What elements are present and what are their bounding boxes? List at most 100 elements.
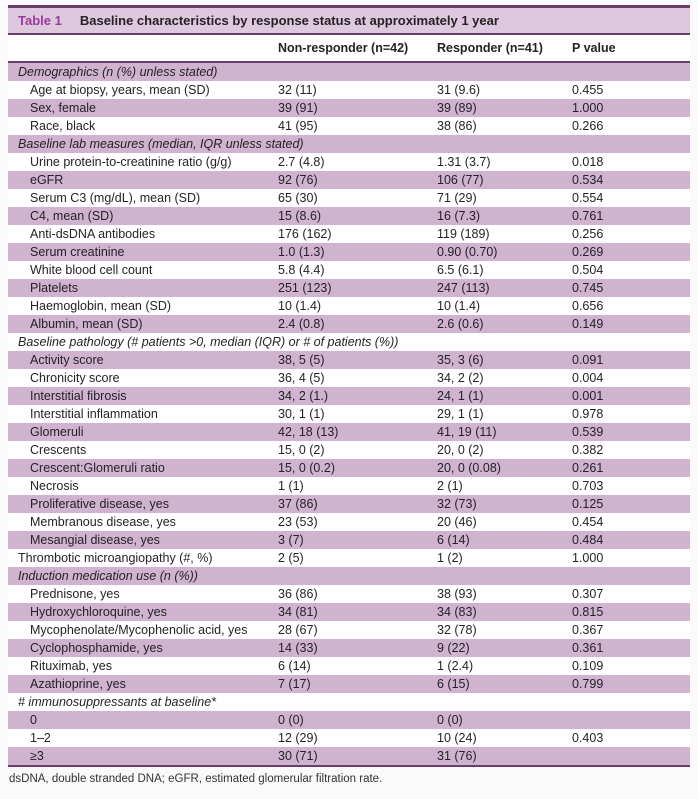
cell-p-value: 0.656: [572, 299, 604, 313]
table-number: Table 1: [18, 13, 62, 28]
row-label: Cyclophosphamide, yes: [30, 641, 163, 655]
row-label: C4, mean (SD): [30, 209, 114, 223]
row-label: Platelets: [30, 281, 78, 295]
table-row: Interstitial inflammation 30, 1 (1) 29, 1 …: [8, 405, 690, 423]
cell-p-value: 0.554: [572, 191, 604, 205]
cell-p-value: 0.761: [572, 209, 604, 223]
row-label: Prednisone, yes: [30, 587, 120, 601]
cell-non-responder: 1 (1): [278, 479, 304, 493]
cell-non-responder: 30 (71): [278, 749, 318, 763]
cell-responder: 0 (0): [437, 713, 463, 727]
cell-non-responder: 2.7 (4.8): [278, 155, 325, 169]
cell-responder: 1 (2.4): [437, 659, 474, 673]
cell-non-responder: 41 (95): [278, 119, 318, 133]
table-row: Interstitial fibrosis 34, 2 (1.) 24, 1 (1)…: [8, 387, 690, 405]
cell-non-responder: 32 (11): [278, 83, 317, 97]
row-label: Membranous disease, yes: [30, 515, 176, 529]
table-row: Membranous disease, yes 23 (53) 20 (46) 0.4…: [8, 513, 690, 531]
section-label: Baseline lab measures (median, IQR unles…: [18, 137, 304, 151]
cell-p-value: 0.799: [572, 677, 604, 691]
table-top-rule: [8, 5, 690, 8]
cell-responder: 6 (14): [437, 533, 470, 547]
table-row: Azathioprine, yes 7 (17) 6 (15) 0.799: [8, 675, 690, 693]
cell-non-responder: 0 (0): [278, 713, 304, 727]
table-row: 1–2 12 (29) 10 (24) 0.403: [8, 729, 690, 747]
cell-non-responder: 28 (67): [278, 623, 318, 637]
cell-p-value: 1.000: [572, 551, 604, 565]
cell-non-responder: 38, 5 (5): [278, 353, 325, 367]
cell-p-value: 0.815: [572, 605, 604, 619]
table-row: Crescents 15, 0 (2) 20, 0 (2) 0.382: [8, 441, 690, 459]
cell-p-value: 0.745: [572, 281, 604, 295]
cell-responder: 20 (46): [437, 515, 477, 529]
header-non-responder: Non-responder (n=42): [278, 35, 437, 63]
cell-p-value: 0.001: [572, 389, 604, 403]
cell-p-value: [572, 747, 690, 766]
row-label: eGFR: [30, 173, 64, 187]
table-row: Necrosis 1 (1) 2 (1) 0.703: [8, 477, 690, 495]
row-label: Rituximab, yes: [30, 659, 112, 673]
cell-non-responder: 34, 2 (1.): [278, 389, 329, 403]
cell-responder: 106 (77): [437, 173, 484, 187]
cell-non-responder: 3 (7): [278, 533, 304, 547]
cell-p-value: 0.382: [572, 443, 604, 457]
table-row: Rituximab, yes 6 (14) 1 (2.4) 0.109: [8, 657, 690, 675]
row-label: Necrosis: [30, 479, 79, 493]
cell-non-responder: 92 (76): [278, 173, 318, 187]
table-body: Demographics (n (%) unless stated) Age at…: [8, 62, 690, 766]
row-label: Age at biopsy, years, mean (SD): [30, 83, 210, 97]
table-row: Chronicity score 36, 4 (5) 34, 2 (2) 0.004: [8, 369, 690, 387]
cell-responder: 32 (73): [437, 497, 477, 511]
table-row: Hydroxychloroquine, yes 34 (81) 34 (83) 0.8…: [8, 603, 690, 621]
row-label: Glomeruli: [30, 425, 84, 439]
cell-p-value: 0.978: [572, 407, 604, 421]
cell-responder: 1 (2): [437, 551, 463, 565]
table-row: Prednisone, yes 36 (86) 38 (93) 0.307: [8, 585, 690, 603]
table-row: Platelets 251 (123) 247 (113) 0.745: [8, 279, 690, 297]
cell-responder: 29, 1 (1): [437, 407, 484, 421]
cell-p-value: 0.266: [572, 119, 604, 133]
cell-p-value: [572, 711, 690, 729]
table-row: Proliferative disease, yes 37 (86) 32 (73)…: [8, 495, 690, 513]
cell-non-responder: 23 (53): [278, 515, 318, 529]
row-label: ≥3: [30, 749, 44, 763]
cell-non-responder: 36 (86): [278, 587, 318, 601]
row-label: Proliferative disease, yes: [30, 497, 169, 511]
cell-responder: 31 (76): [437, 749, 477, 763]
cell-non-responder: 1.0 (1.3): [278, 245, 325, 259]
row-label: Hydroxychloroquine, yes: [30, 605, 167, 619]
row-label: Urine protein-to-creatinine ratio (g/g): [30, 155, 232, 169]
cell-non-responder: 30, 1 (1): [278, 407, 325, 421]
cell-responder: 38 (93): [437, 587, 477, 601]
cell-responder: 20, 0 (2): [437, 443, 484, 457]
section-label: # immunosuppressants at baseline*: [18, 695, 217, 709]
cell-non-responder: 42, 18 (13): [278, 425, 339, 439]
cell-non-responder: 36, 4 (5): [278, 371, 325, 385]
cell-p-value: 0.367: [572, 623, 604, 637]
cell-non-responder: 251 (123): [278, 281, 332, 295]
cell-p-value: 0.018: [572, 155, 604, 169]
cell-non-responder: 5.8 (4.4): [278, 263, 325, 277]
table-row: Sex, female 39 (91) 39 (89) 1.000: [8, 99, 690, 117]
table-row: Urine protein-to-creatinine ratio (g/g) 2…: [8, 153, 690, 171]
cell-non-responder: 15 (8.6): [278, 209, 322, 223]
cell-responder: 1.31 (3.7): [437, 155, 491, 169]
cell-p-value: 0.269: [572, 245, 604, 259]
cell-p-value: 0.361: [572, 641, 604, 655]
cell-responder: 2 (1): [437, 479, 463, 493]
cell-p-value: 0.403: [572, 731, 604, 745]
section-label: Baseline pathology (# patients >0, media…: [18, 335, 399, 349]
table-row: eGFR 92 (76) 106 (77) 0.534: [8, 171, 690, 189]
cell-non-responder: 34 (81): [278, 605, 318, 619]
table-row: Haemoglobin, mean (SD) 10 (1.4) 10 (1.4) 0.…: [8, 297, 690, 315]
cell-responder: 34 (83): [437, 605, 477, 619]
row-label: Race, black: [30, 119, 96, 133]
cell-responder: 41, 19 (11): [437, 425, 497, 439]
table-footnote: dsDNA, double stranded DNA; eGFR, estima…: [9, 773, 383, 785]
row-label: Crescents: [30, 443, 87, 457]
row-label: Chronicity score: [30, 371, 120, 385]
table-row: Serum creatinine 1.0 (1.3) 0.90 (0.70) 0.26…: [8, 243, 690, 261]
cell-non-responder: 15, 0 (0.2): [278, 461, 335, 475]
table-row: Mycophenolate/Mycophenolic acid, yes 28 (…: [8, 621, 690, 639]
row-label: 1–2: [30, 731, 51, 745]
